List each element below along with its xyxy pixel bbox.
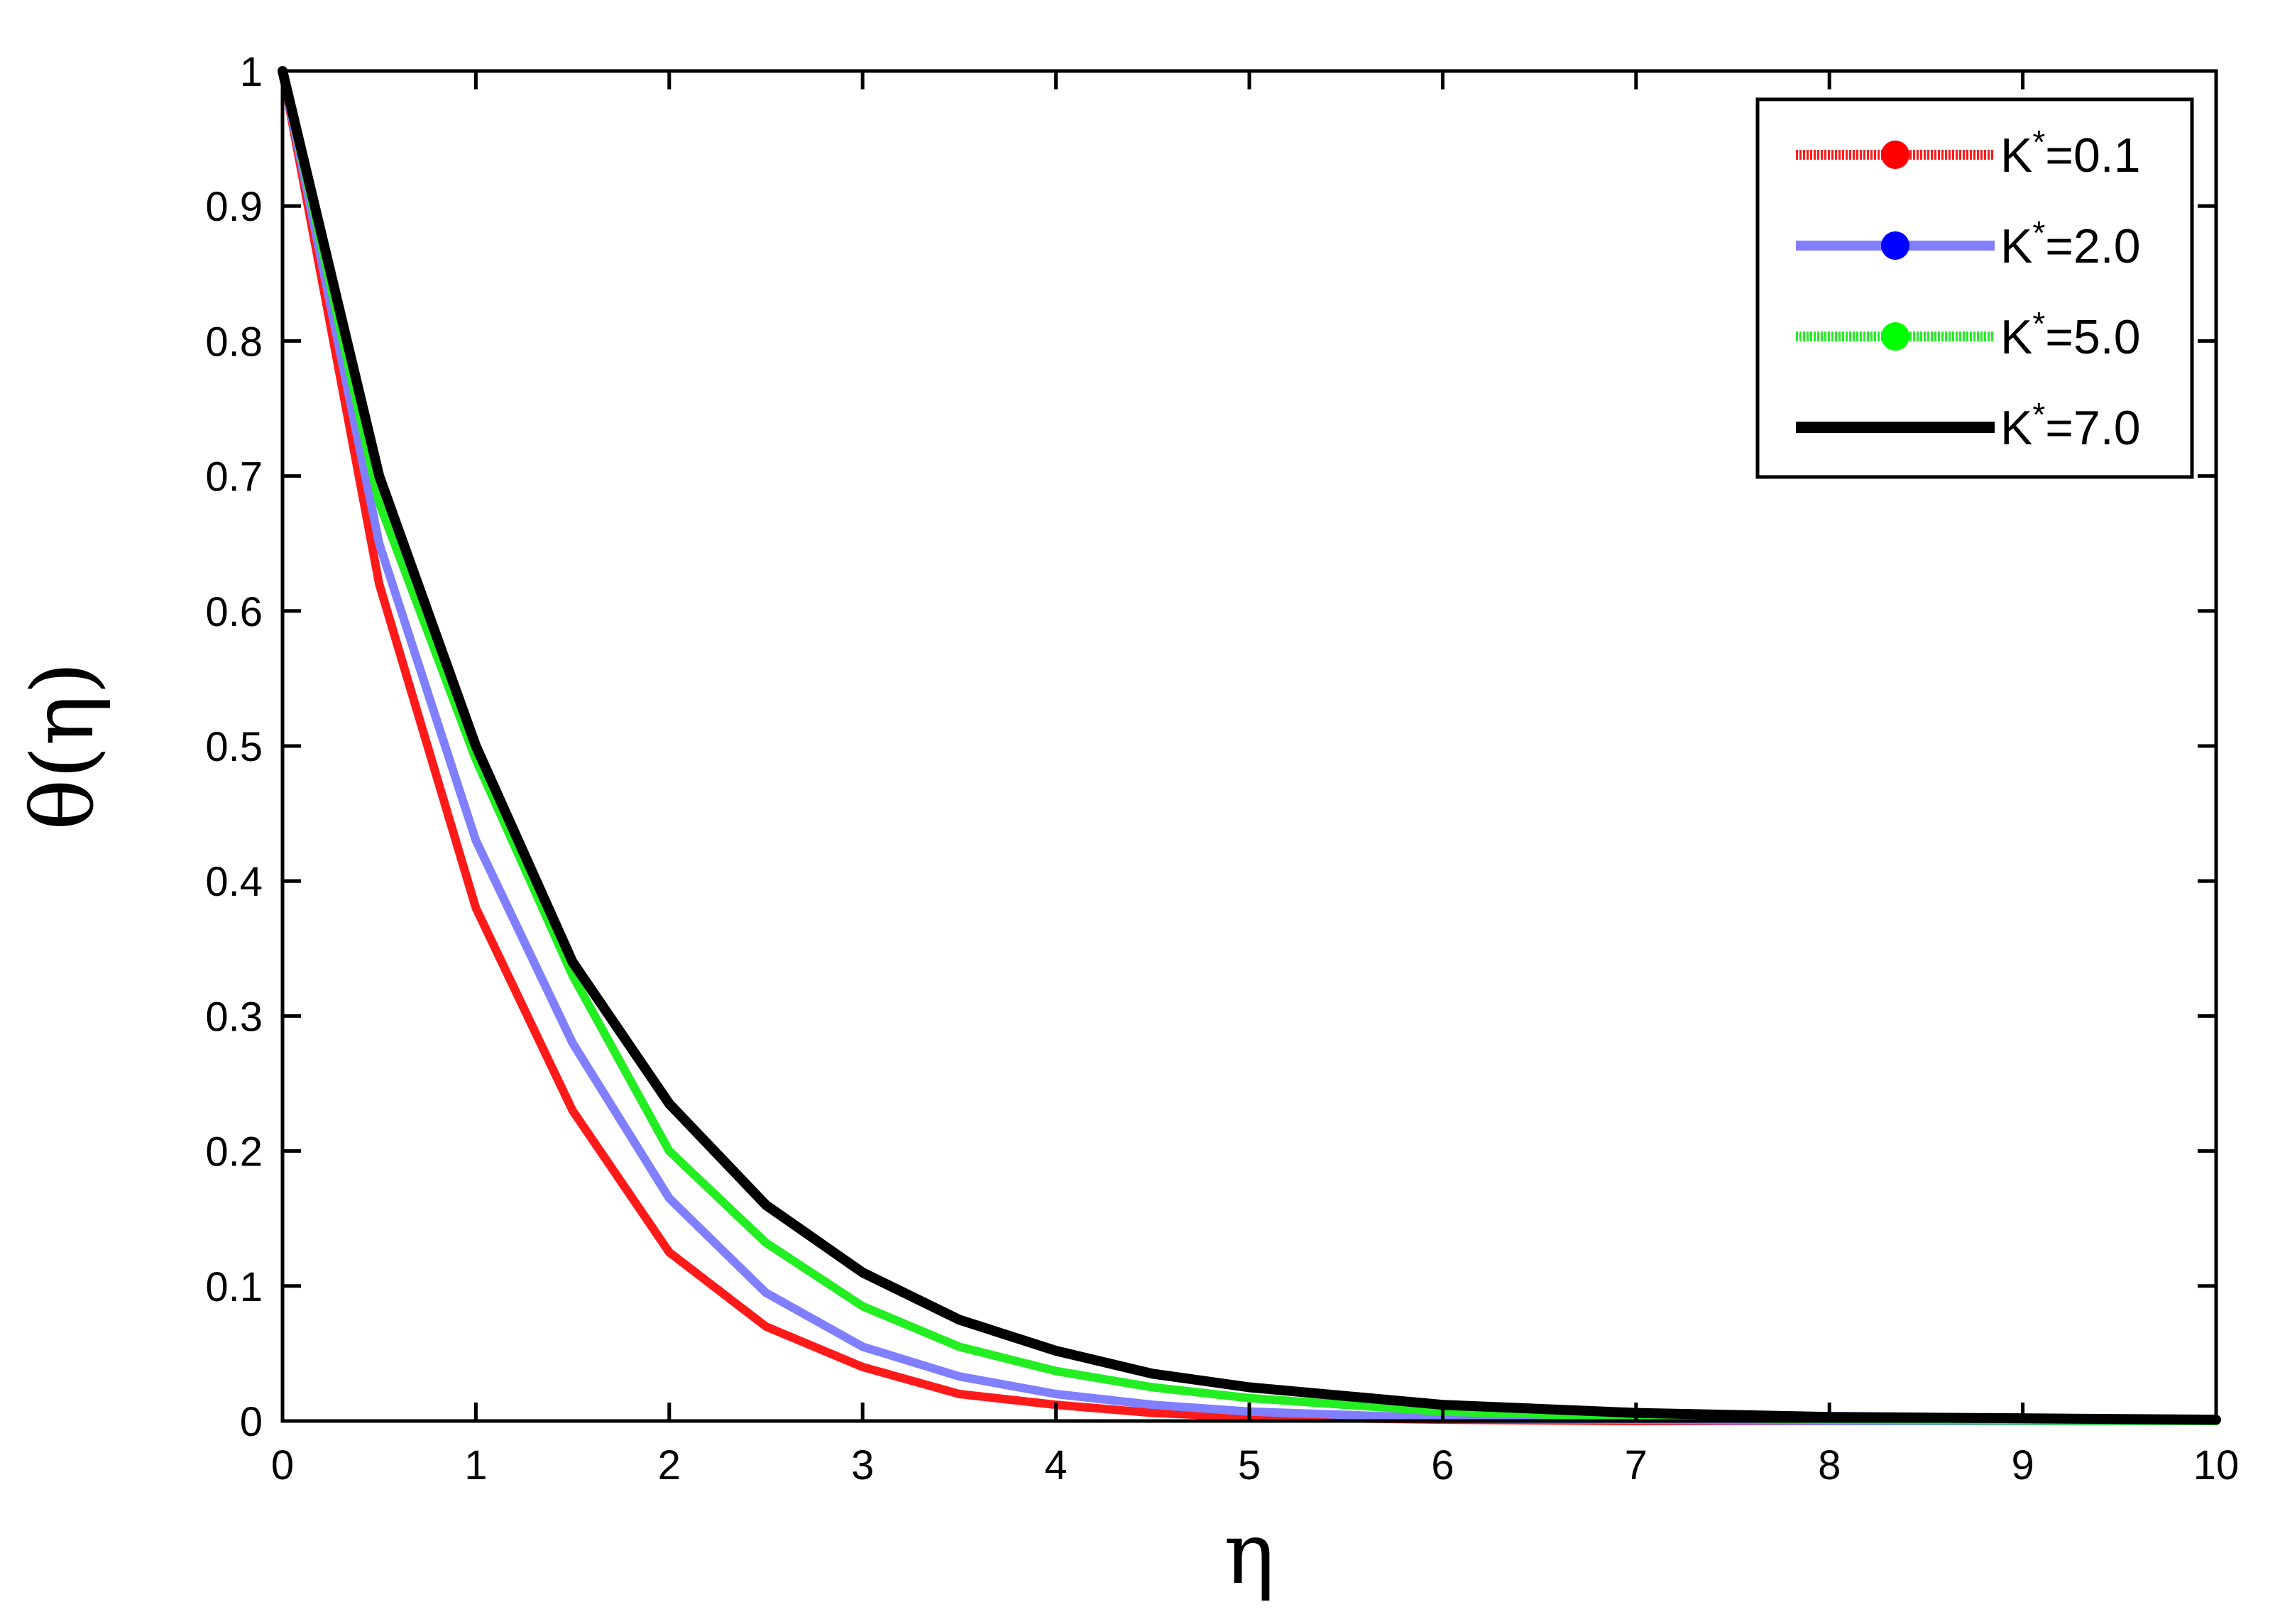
y-tick-label-8: 0.8	[205, 319, 263, 365]
x-tick-label-5: 5	[1238, 1442, 1261, 1488]
y-tick-label-7: 0.7	[205, 454, 263, 500]
x-tick-label-8: 8	[1818, 1442, 1841, 1488]
x-tick-label-7: 7	[1625, 1442, 1648, 1488]
y-tick-label-10: 1	[240, 49, 263, 95]
x-axis-title: η	[1224, 1505, 1275, 1603]
x-tick-label-0: 0	[271, 1442, 294, 1488]
x-tick-label-10: 10	[2193, 1442, 2240, 1488]
y-tick-labels: 0 0.1 0.2 0.3 0.4 0.5 0.6 0.7 0.8 0.9 1	[205, 49, 263, 1445]
x-tick-label-3: 3	[851, 1442, 874, 1488]
legend-box	[1755, 97, 2194, 479]
x-tick-labels: 0 1 2 3 4 5 6 7 8 9 10	[271, 1442, 2239, 1488]
legend-label-3: K*=5.0	[2000, 305, 2141, 364]
x-tick-label-1: 1	[464, 1442, 487, 1488]
axis-ticks	[280, 69, 2218, 1423]
x-tick-label-6: 6	[1431, 1442, 1454, 1488]
y-tick-label-6: 0.6	[205, 589, 263, 635]
y-tick-label-2: 0.2	[205, 1129, 263, 1175]
y-tick-label-1: 0.1	[205, 1264, 263, 1310]
y-tick-label-0: 0	[240, 1399, 263, 1445]
legend-marker-3	[1881, 322, 1909, 351]
x-tick-label-2: 2	[658, 1442, 681, 1488]
y-tick-label-5: 0.5	[205, 724, 263, 770]
series-line-4	[278, 66, 2221, 1425]
y-tick-label-4: 0.4	[205, 859, 263, 905]
legend-label-2: K*=2.0	[2000, 214, 2141, 273]
legend-label-1: K*=0.1	[2000, 124, 2141, 182]
x-tick-label-9: 9	[2011, 1442, 2034, 1488]
y-tick-label-9: 0.9	[205, 184, 263, 230]
legend-label-4: K*=7.0	[2000, 396, 2141, 455]
x-tick-label-4: 4	[1044, 1442, 1067, 1488]
legend-marker-2	[1881, 231, 1909, 260]
y-tick-label-3: 0.3	[205, 994, 263, 1040]
legend-items: K*=0.1 K*=2.0 K*=5.0 K*=7.0	[1796, 124, 2141, 455]
y-axis-title: θ(η)	[14, 662, 113, 830]
legend: K*=0.1 K*=2.0 K*=5.0 K*=7.0	[1755, 97, 2194, 479]
legend-marker-1	[1881, 141, 1909, 169]
